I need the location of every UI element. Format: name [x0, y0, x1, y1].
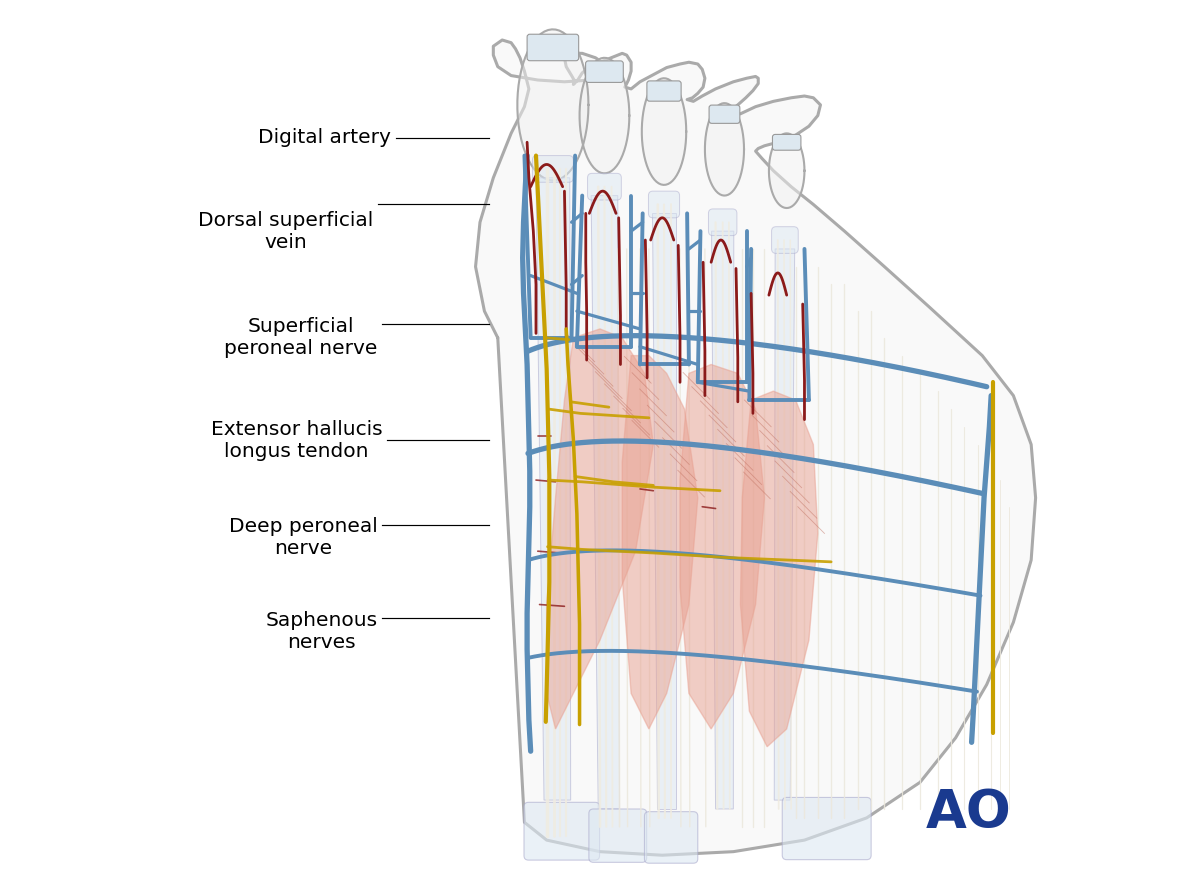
Polygon shape: [704, 103, 744, 196]
Polygon shape: [547, 329, 653, 729]
Polygon shape: [769, 133, 804, 208]
Text: Extensor hallucis
longus tendon: Extensor hallucis longus tendon: [210, 420, 382, 461]
Text: Saphenous
nerves: Saphenous nerves: [265, 611, 378, 652]
Polygon shape: [517, 29, 588, 180]
Text: AO: AO: [926, 788, 1012, 839]
Polygon shape: [475, 40, 1036, 855]
FancyBboxPatch shape: [524, 802, 600, 861]
Polygon shape: [712, 231, 733, 809]
FancyBboxPatch shape: [648, 191, 679, 218]
FancyBboxPatch shape: [773, 134, 800, 150]
Polygon shape: [642, 78, 686, 185]
FancyBboxPatch shape: [772, 227, 798, 253]
Polygon shape: [680, 364, 764, 729]
Polygon shape: [536, 178, 571, 800]
Text: Superficial
peroneal nerve: Superficial peroneal nerve: [224, 317, 378, 358]
Polygon shape: [580, 58, 629, 173]
Polygon shape: [740, 391, 818, 747]
FancyBboxPatch shape: [709, 105, 740, 124]
Polygon shape: [592, 196, 619, 809]
FancyBboxPatch shape: [782, 797, 871, 860]
FancyBboxPatch shape: [647, 81, 682, 101]
Text: Digital artery: Digital artery: [258, 128, 391, 148]
FancyBboxPatch shape: [533, 156, 574, 182]
Text: Deep peroneal
nerve: Deep peroneal nerve: [229, 517, 378, 558]
Polygon shape: [623, 356, 697, 729]
FancyBboxPatch shape: [527, 34, 578, 60]
FancyBboxPatch shape: [708, 209, 737, 236]
Polygon shape: [774, 249, 794, 800]
FancyBboxPatch shape: [644, 812, 697, 863]
Text: Dorsal superficial
vein: Dorsal superficial vein: [198, 211, 373, 252]
FancyBboxPatch shape: [589, 809, 647, 862]
Polygon shape: [652, 213, 677, 809]
FancyBboxPatch shape: [586, 60, 623, 83]
FancyBboxPatch shape: [588, 173, 622, 200]
